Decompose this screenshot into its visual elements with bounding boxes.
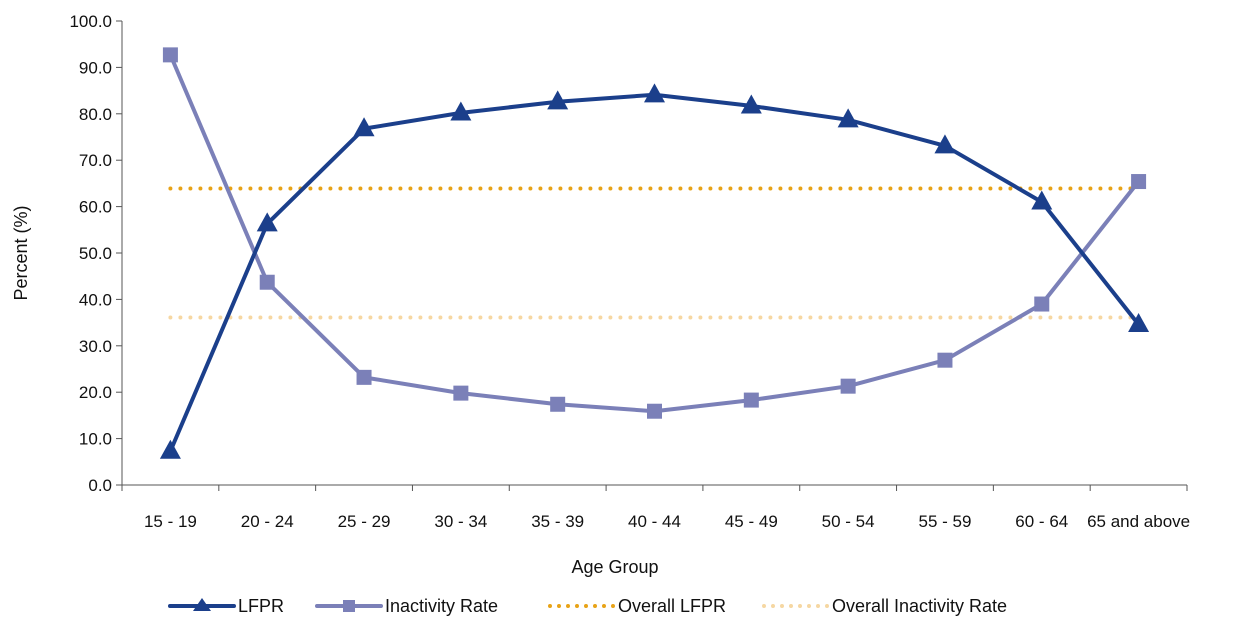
data-point-lfpr [547, 90, 569, 110]
x-tick-label: 45 - 49 [725, 512, 778, 531]
y-tick-label: 80.0 [79, 105, 112, 124]
data-point-inactivity-rate [162, 47, 178, 63]
y-tick-label: 70.0 [79, 151, 112, 170]
x-tick-label: 40 - 44 [628, 512, 681, 531]
x-tick-label: 65 and above [1087, 512, 1190, 531]
legend-marker [343, 600, 355, 612]
data-point-inactivity-rate [840, 378, 856, 394]
y-tick-label: 30.0 [79, 337, 112, 356]
series-inactivity-rate [162, 47, 1147, 419]
x-tick-label: 60 - 64 [1015, 512, 1068, 531]
x-tick-label: 30 - 34 [434, 512, 487, 531]
data-point-inactivity-rate [453, 385, 469, 401]
data-point-inactivity-rate [259, 274, 275, 290]
y-axis-ticks: 0.0 10.0 20.0 30.0 40.0 50.0 60.0 70.0 80.0 90.0 1… [69, 12, 122, 495]
x-axis-title: Age Group [571, 557, 658, 577]
series-layer [159, 47, 1150, 459]
y-tick-label: 50.0 [79, 244, 112, 263]
legend-item-overall-lfpr: Overall LFPR [548, 596, 726, 616]
data-point-inactivity-rate [356, 369, 372, 385]
series-line-inactivity-rate [168, 52, 1141, 414]
legend-label: Overall LFPR [618, 596, 726, 616]
data-point-lfpr [1128, 313, 1150, 333]
y-tick-label: 90.0 [79, 58, 112, 77]
legend-item-inactivity-rate: Inactivity Rate [315, 596, 498, 616]
data-point-inactivity-rate [647, 403, 662, 419]
x-axis-ticks: 15 - 19 20 - 24 25 - 29 30 - 34 35 - 39 40 - … [121, 485, 1190, 531]
data-point-inactivity-rate [937, 352, 953, 368]
data-point-lfpr [934, 134, 956, 154]
data-point-lfpr [256, 212, 278, 232]
data-point-lfpr [1031, 190, 1053, 210]
data-point-lfpr [740, 94, 762, 114]
x-tick-label: 25 - 29 [338, 512, 391, 531]
legend-label: Overall Inactivity Rate [832, 596, 1007, 616]
data-point-lfpr [644, 83, 665, 103]
data-point-lfpr [353, 117, 375, 137]
legend-item-overall-inactivity-rate: Overall Inactivity Rate [762, 596, 1007, 616]
data-point-lfpr [159, 439, 181, 459]
x-tick-label: 20 - 24 [241, 512, 294, 531]
data-point-inactivity-rate [743, 392, 759, 408]
x-tick-label: 35 - 39 [531, 512, 584, 531]
x-tick-label: 55 - 59 [918, 512, 971, 531]
y-tick-label: 100.0 [69, 12, 112, 31]
data-point-lfpr [837, 108, 859, 128]
data-point-inactivity-rate [1131, 174, 1147, 190]
legend-label: LFPR [238, 596, 284, 616]
data-point-inactivity-rate [550, 396, 566, 412]
y-tick-label: 20.0 [79, 383, 112, 402]
x-tick-label: 50 - 54 [822, 512, 875, 531]
legend-label: Inactivity Rate [385, 596, 498, 616]
y-tick-label: 40.0 [79, 290, 112, 309]
y-tick-label: 10.0 [79, 430, 112, 449]
data-point-lfpr [450, 101, 472, 121]
y-axis-title: Percent (%) [11, 205, 31, 300]
legend: LFPR Inactivity Rate Overall LFPR Overall I… [168, 596, 1007, 616]
y-tick-label: 60.0 [79, 198, 112, 217]
series-line-lfpr [168, 92, 1141, 454]
data-point-inactivity-rate [1034, 296, 1050, 312]
series-lfpr [159, 83, 1150, 459]
legend-marker [193, 598, 211, 611]
legend-item-lfpr: LFPR [168, 596, 284, 616]
y-tick-label: 0.0 [88, 476, 112, 495]
x-tick-label: 15 - 19 [144, 512, 197, 531]
